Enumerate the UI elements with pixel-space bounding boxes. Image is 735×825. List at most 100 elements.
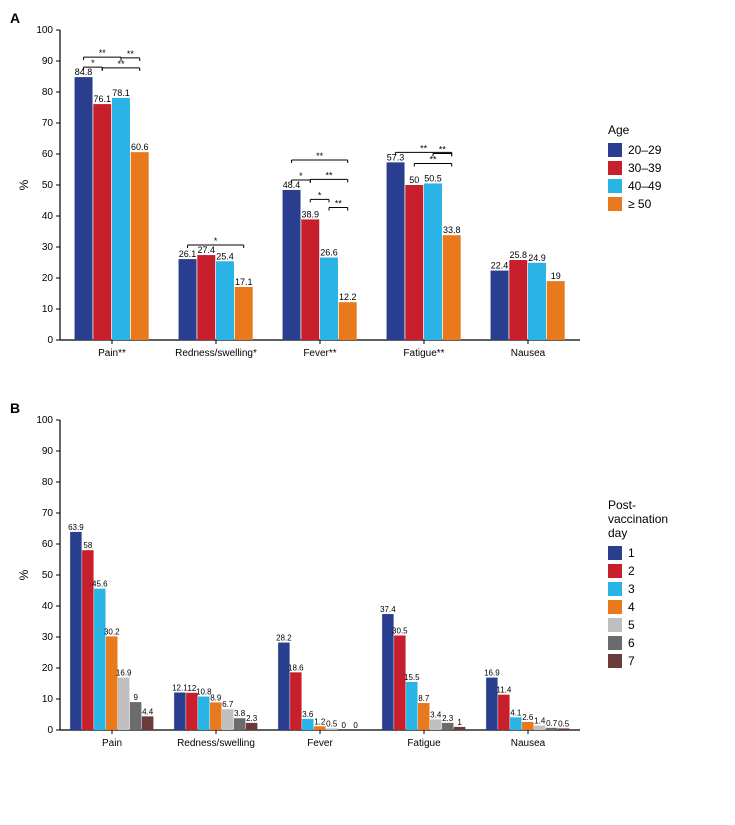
- legend-swatch: [608, 161, 622, 175]
- svg-text:70: 70: [42, 508, 54, 519]
- svg-text:8.7: 8.7: [418, 694, 430, 703]
- legend-label: 4: [628, 600, 635, 614]
- chart-a-wrap: 0102030405060708090100%Pain**84.876.178.…: [10, 10, 725, 380]
- legend-row: 4: [608, 600, 668, 614]
- chart-a: 0102030405060708090100%Pain**84.876.178.…: [10, 10, 600, 380]
- legend-swatch: [608, 636, 622, 650]
- svg-text:0.7: 0.7: [546, 719, 558, 728]
- svg-text:*: *: [214, 236, 218, 246]
- legend-b: Post- vaccination day1234567: [608, 498, 668, 672]
- svg-text:90: 90: [42, 446, 54, 457]
- svg-text:10: 10: [42, 694, 54, 705]
- legend-a: Age20–2930–3940–49≥ 50: [608, 123, 661, 215]
- svg-text:%: %: [17, 179, 31, 190]
- svg-text:**: **: [335, 199, 343, 209]
- svg-text:%: %: [17, 569, 31, 580]
- svg-text:0.5: 0.5: [326, 719, 338, 728]
- svg-text:**: **: [316, 151, 324, 161]
- legend-label: 5: [628, 618, 635, 632]
- svg-text:0: 0: [47, 335, 53, 346]
- svg-text:30: 30: [42, 632, 54, 643]
- legend-label: 6: [628, 636, 635, 650]
- svg-text:Fatigue: Fatigue: [407, 738, 441, 749]
- svg-text:76.1: 76.1: [93, 94, 111, 104]
- svg-text:1.2: 1.2: [314, 717, 326, 726]
- svg-text:Fatigue**: Fatigue**: [403, 348, 444, 359]
- legend-swatch: [608, 564, 622, 578]
- svg-text:28.2: 28.2: [276, 634, 292, 643]
- svg-text:60.6: 60.6: [131, 142, 149, 152]
- svg-text:20: 20: [42, 273, 54, 284]
- svg-text:2.6: 2.6: [522, 713, 534, 722]
- svg-text:3.6: 3.6: [302, 710, 314, 719]
- svg-text:30.5: 30.5: [392, 626, 408, 635]
- svg-text:22.4: 22.4: [491, 261, 509, 271]
- svg-text:12.2: 12.2: [339, 292, 357, 302]
- legend-row: 5: [608, 618, 668, 632]
- legend-row: 3: [608, 582, 668, 596]
- svg-text:16.9: 16.9: [116, 669, 132, 678]
- legend-row: 20–29: [608, 143, 661, 157]
- svg-text:80: 80: [42, 87, 54, 98]
- svg-text:50.5: 50.5: [424, 173, 442, 183]
- legend-swatch: [608, 618, 622, 632]
- svg-text:**: **: [325, 170, 333, 180]
- svg-text:45.6: 45.6: [92, 580, 108, 589]
- svg-text:20: 20: [42, 663, 54, 674]
- svg-text:1.4: 1.4: [534, 717, 546, 726]
- legend-row: ≥ 50: [608, 197, 661, 211]
- legend-swatch: [608, 143, 622, 157]
- svg-text:12.1: 12.1: [172, 683, 188, 692]
- svg-text:90: 90: [42, 56, 54, 67]
- svg-text:0: 0: [353, 721, 358, 730]
- svg-text:50: 50: [42, 570, 54, 581]
- svg-text:40: 40: [42, 211, 54, 222]
- svg-text:3.4: 3.4: [430, 710, 442, 719]
- svg-text:Fever: Fever: [307, 738, 333, 749]
- legend-swatch: [608, 654, 622, 668]
- svg-text:24.9: 24.9: [528, 253, 546, 263]
- svg-text:Pain**: Pain**: [98, 348, 126, 359]
- legend-row: 30–39: [608, 161, 661, 175]
- chart-b: 0102030405060708090100%Pain63.95845.630.…: [10, 400, 600, 770]
- svg-text:30.2: 30.2: [104, 627, 120, 636]
- svg-text:Redness/swelling*: Redness/swelling*: [175, 348, 257, 359]
- legend-title: Age: [608, 123, 661, 137]
- chart-b-wrap: 0102030405060708090100%Pain63.95845.630.…: [10, 400, 725, 770]
- svg-text:15.5: 15.5: [404, 673, 420, 682]
- svg-text:*: *: [318, 190, 322, 200]
- legend-label: 2: [628, 564, 635, 578]
- svg-text:26.1: 26.1: [179, 249, 197, 259]
- legend-swatch: [608, 546, 622, 560]
- legend-label: 30–39: [628, 161, 661, 175]
- svg-text:*: *: [91, 58, 95, 68]
- legend-row: 6: [608, 636, 668, 650]
- svg-text:0: 0: [341, 721, 346, 730]
- svg-text:18.6: 18.6: [288, 663, 304, 672]
- legend-label: 7: [628, 654, 635, 668]
- svg-text:0: 0: [47, 725, 53, 736]
- svg-text:30: 30: [42, 242, 54, 253]
- svg-text:25.8: 25.8: [509, 250, 527, 260]
- legend-label: 20–29: [628, 143, 661, 157]
- panel-a-label: A: [10, 10, 20, 26]
- legend-row: 1: [608, 546, 668, 560]
- svg-text:Redness/swelling: Redness/swelling: [177, 738, 255, 749]
- legend-label: 1: [628, 546, 635, 560]
- panel-a: A 0102030405060708090100%Pain**84.876.17…: [10, 10, 725, 380]
- svg-text:**: **: [99, 48, 107, 58]
- svg-text:11.4: 11.4: [496, 686, 512, 695]
- svg-text:33.8: 33.8: [443, 225, 461, 235]
- panel-b-label: B: [10, 400, 20, 416]
- legend-swatch: [608, 197, 622, 211]
- svg-text:58: 58: [83, 541, 92, 550]
- svg-text:4.1: 4.1: [510, 708, 522, 717]
- svg-text:Pain: Pain: [102, 738, 122, 749]
- svg-text:**: **: [127, 49, 135, 59]
- svg-text:3.8: 3.8: [234, 709, 246, 718]
- svg-text:78.1: 78.1: [112, 88, 130, 98]
- legend-row: 2: [608, 564, 668, 578]
- svg-text:50: 50: [42, 180, 54, 191]
- svg-text:40: 40: [42, 601, 54, 612]
- svg-text:0.5: 0.5: [558, 719, 570, 728]
